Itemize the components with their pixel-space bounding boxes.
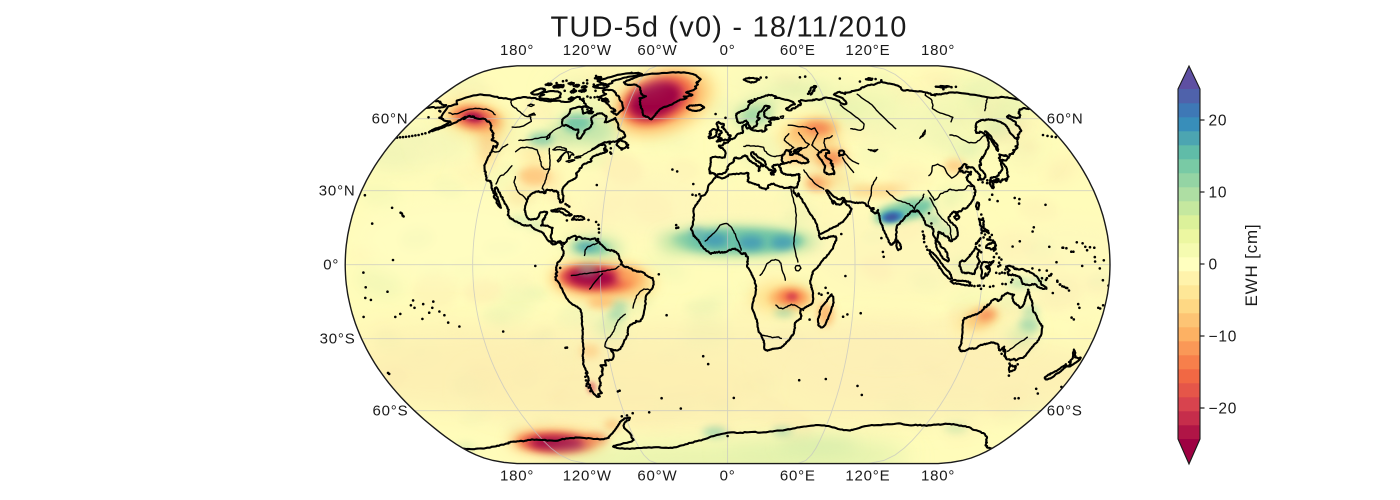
svg-text:60°W: 60°W — [637, 467, 677, 484]
svg-text:TUD-5d (v0) - 18/11/2010: TUD-5d (v0) - 18/11/2010 — [550, 12, 907, 44]
svg-text:−10: −10 — [1209, 328, 1238, 345]
svg-text:60°W: 60°W — [637, 42, 677, 59]
svg-text:60°N: 60°N — [1047, 110, 1084, 127]
svg-text:180°: 180° — [500, 42, 534, 59]
svg-text:0°: 0° — [720, 42, 736, 59]
svg-text:180°: 180° — [500, 467, 534, 484]
svg-text:−20: −20 — [1209, 400, 1238, 417]
svg-text:120°E: 120°E — [845, 42, 890, 59]
svg-text:60°E: 60°E — [780, 42, 816, 59]
svg-text:0: 0 — [1209, 256, 1218, 273]
svg-text:60°N: 60°N — [372, 110, 409, 127]
svg-text:60°S: 60°S — [373, 402, 409, 419]
svg-text:0°: 0° — [720, 467, 736, 484]
svg-text:60°E: 60°E — [780, 467, 816, 484]
svg-text:0°: 0° — [323, 256, 339, 273]
svg-text:120°W: 120°W — [563, 42, 612, 59]
svg-text:180°: 180° — [921, 42, 955, 59]
svg-text:180°: 180° — [921, 467, 955, 484]
svg-text:30°S: 30°S — [320, 330, 356, 347]
svg-text:20: 20 — [1209, 112, 1228, 129]
svg-text:10: 10 — [1209, 184, 1228, 201]
svg-text:120°E: 120°E — [845, 467, 890, 484]
svg-text:30°N: 30°N — [319, 182, 356, 199]
svg-text:120°W: 120°W — [563, 467, 612, 484]
svg-text:60°S: 60°S — [1047, 402, 1083, 419]
svg-text:EWH [cm]: EWH [cm] — [1242, 224, 1261, 307]
